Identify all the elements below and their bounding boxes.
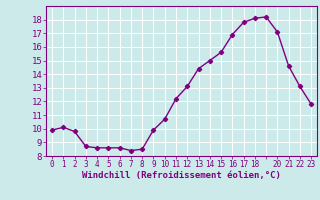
X-axis label: Windchill (Refroidissement éolien,°C): Windchill (Refroidissement éolien,°C) (82, 171, 281, 180)
